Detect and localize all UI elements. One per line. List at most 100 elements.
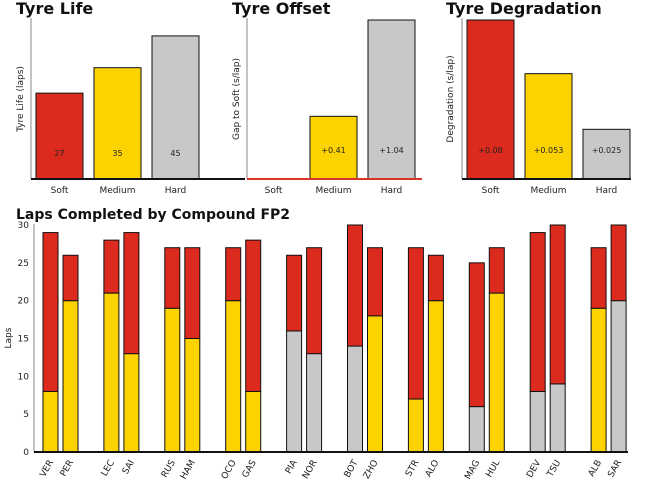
laps-bar-ver-soft: [42, 232, 59, 392]
tyre-life-bar-hard: [151, 35, 200, 180]
tyre-offset-marks: Soft +0.41 Medium +1.04 Hard: [246, 18, 422, 196]
tyre-life-panel: Tyre Life Tyre Life (laps) 27 Soft 35 Mediu…: [16, 0, 245, 196]
laps-bar-nor-soft: [306, 247, 323, 355]
laps-bar-hul-soft: [488, 247, 505, 294]
laps-bar-tsu-soft: [549, 224, 566, 385]
tyre-degradation-bar-medium: [524, 73, 573, 180]
laps-bar-mag-hard: [468, 406, 485, 453]
laps-ytick-20: 20: [18, 297, 30, 307]
tyre-degradation-ylabel: Degradation (s/lap): [446, 55, 456, 142]
laps-bar-alo-medium: [427, 300, 444, 453]
tyre-offset-label-medium: +0.41: [321, 146, 346, 155]
laps-bar-gas-soft: [245, 239, 262, 392]
tyre-degradation-bar-soft: [466, 19, 515, 180]
tyre-life-bar-medium: [93, 67, 142, 180]
laps-bar-alo-soft: [427, 254, 444, 302]
tyre-life-label-medium: 35: [112, 149, 122, 158]
laps-tick-str: STR: [404, 459, 421, 479]
tyre-life-tick-medium: Medium: [100, 186, 136, 196]
tyre-degradation-label-hard: +0.025: [592, 146, 622, 155]
laps-bar-alb-soft: [590, 247, 607, 309]
laps-ytick-25: 25: [18, 259, 29, 269]
laps-bar-per-medium: [62, 300, 79, 453]
laps-tick-sai: SAI: [121, 459, 137, 477]
laps-ylabel: Laps: [4, 327, 14, 348]
laps-tick-ham: HAM: [179, 459, 198, 482]
laps-bar-ver-medium: [42, 390, 59, 453]
laps-bar-lec-soft: [103, 239, 120, 294]
laps-ytick-10: 10: [18, 372, 30, 382]
laps-tick-pia: PIA: [284, 458, 300, 476]
laps-bar-bot-hard: [347, 345, 363, 453]
laps-bar-nor-hard: [306, 353, 323, 453]
laps-bar-hul-medium: [488, 292, 505, 453]
laps-bar-rus-medium: [164, 307, 181, 453]
laps-tick-rus: RUS: [160, 458, 178, 479]
laps-bar-ham-soft: [184, 247, 201, 339]
laps-panel: Laps Completed by Compound FP2 Laps 0 5 10…: [4, 207, 628, 481]
tyre-offset-bar-medium: [309, 115, 358, 180]
tyre-offset-tick-hard: Hard: [381, 186, 403, 196]
laps-ytick-0: 0: [23, 448, 29, 458]
laps-tick-oco: OCO: [220, 459, 239, 482]
laps-tick-lec: LEC: [100, 459, 117, 479]
laps-tick-nor: NOR: [301, 459, 320, 481]
tyre-degradation-tick-medium: Medium: [531, 186, 567, 196]
laps-ytick-30: 30: [18, 221, 30, 231]
laps-bar-tsu-hard: [549, 383, 566, 453]
laps-bar-oco-medium: [225, 300, 242, 453]
laps-bar-sai-soft: [123, 232, 140, 355]
laps-bar-ham-medium: [184, 338, 201, 453]
tyre-offset-tick-medium: Medium: [316, 186, 352, 196]
laps-tick-alb: ALB: [587, 459, 604, 479]
tyre-degradation-tick-soft: Soft: [482, 186, 500, 196]
tyre-life-tick-hard: Hard: [165, 186, 187, 196]
tyre-offset-tick-soft: Soft: [265, 186, 283, 196]
tyre-offset-bar-hard: [367, 19, 416, 180]
laps-tick-zho: ZHO: [362, 459, 381, 481]
tyre-life-tick-soft: Soft: [51, 186, 69, 196]
laps-bar-dev-soft: [529, 232, 546, 392]
laps-bar-alb-medium: [590, 307, 607, 453]
laps-bar-sai-medium: [123, 353, 140, 453]
laps-bar-pia-soft: [286, 254, 303, 332]
tyre-life-bar-soft: [35, 92, 84, 180]
laps-tick-sar: SAR: [606, 459, 624, 480]
laps-bar-pia-hard: [286, 330, 303, 453]
laps-bar-zho-soft: [367, 247, 383, 317]
laps-tick-hul: HUL: [485, 459, 503, 480]
laps-bar-lec-medium: [103, 292, 120, 453]
tyre-degradation-bar-hard: [582, 128, 631, 180]
laps-bar-per-soft: [62, 254, 79, 302]
laps-bar-sar-hard: [610, 300, 627, 453]
tyre-degradation-label-medium: +0.053: [534, 146, 564, 155]
tyre-degradation-tick-hard: Hard: [596, 186, 618, 196]
tyre-degradation-marks: +0.08 Soft +0.053 Medium +0.025 Hard: [461, 18, 631, 196]
laps-tick-ver: VER: [38, 459, 56, 480]
laps-marks: 0 5 10 15 20 25 30 VER PER LEC SAI RUS HAM OCO GAS PIA N…: [18, 221, 628, 481]
tyre-offset-label-hard: +1.04: [379, 146, 404, 155]
laps-bar-mag-soft: [468, 262, 485, 408]
laps-ytick-5: 5: [23, 410, 29, 420]
tyre-life-title: Tyre Life: [16, 0, 93, 18]
tyre-life-label-hard: 45: [170, 149, 180, 158]
laps-tick-bot: BOT: [343, 458, 361, 480]
laps-bar-oco-soft: [225, 247, 242, 302]
laps-tick-mag: MAG: [463, 458, 482, 481]
tyre-offset-title: Tyre Offset: [232, 0, 331, 18]
laps-bar-str-soft: [407, 247, 424, 400]
laps-tick-gas: GAS: [241, 458, 259, 480]
laps-bar-zho-medium: [367, 315, 383, 453]
laps-bar-bot-soft: [347, 224, 363, 347]
tyre-life-marks: 27 Soft 35 Medium 45 Hard: [30, 18, 245, 196]
laps-tick-alo: ALO: [424, 459, 442, 480]
tyre-offset-ylabel: Gap to Soft (s/lap): [232, 58, 242, 140]
laps-bar-dev-hard: [529, 390, 546, 453]
laps-ytick-15: 15: [18, 335, 29, 345]
laps-tick-tsu: TSU: [545, 459, 563, 480]
laps-tick-dev: DEV: [525, 458, 543, 480]
tyre-offset-panel: Tyre Offset Gap to Soft (s/lap) Soft +0.4…: [232, 0, 422, 196]
tyre-degradation-label-soft: +0.08: [478, 146, 503, 155]
laps-tick-per: PER: [59, 459, 76, 479]
